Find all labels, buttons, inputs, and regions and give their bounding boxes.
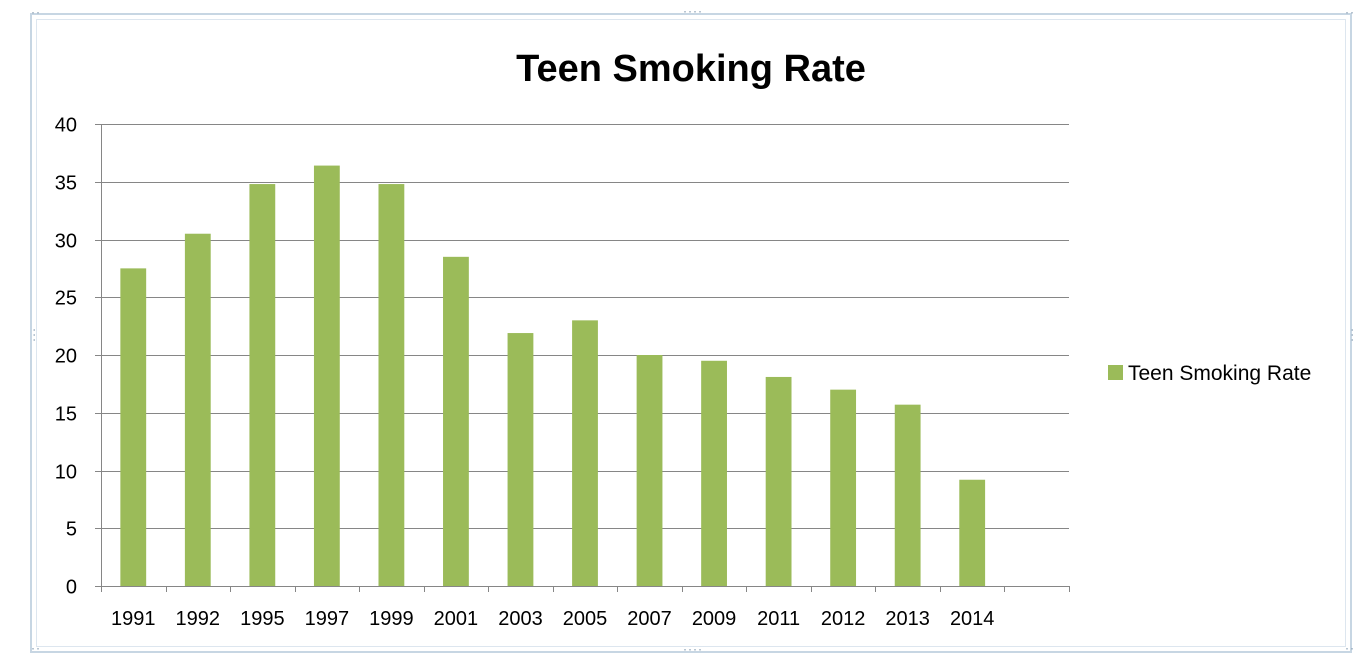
bar xyxy=(313,165,340,586)
x-tick-label: 2011 xyxy=(757,608,800,630)
resize-handle-right-icon[interactable]: ··· xyxy=(1346,327,1357,343)
y-tick-label: 25 xyxy=(55,288,77,310)
axes xyxy=(95,124,1070,592)
x-tick-label: 1997 xyxy=(305,608,350,630)
legend-label: Teen Smoking Rate xyxy=(1128,362,1311,385)
y-tick-label: 5 xyxy=(66,519,77,541)
x-tick-label: 1999 xyxy=(369,608,414,630)
x-tick-label: 2003 xyxy=(498,608,543,630)
resize-handle-bottom-right-icon[interactable]: ·· xyxy=(1344,644,1355,655)
bar xyxy=(701,360,727,586)
x-tick-label: 2001 xyxy=(434,608,479,630)
bar xyxy=(959,479,986,586)
bar xyxy=(443,256,469,586)
resize-handle-top-right-icon[interactable]: ·· xyxy=(1344,8,1355,19)
x-tick-label: 2007 xyxy=(627,608,672,630)
chart-title: Teen Smoking Rate xyxy=(516,48,866,90)
legend-swatch-icon xyxy=(1108,365,1123,380)
y-tick-label: 20 xyxy=(55,346,77,368)
bars xyxy=(120,165,986,586)
x-tick-label: 2014 xyxy=(950,608,995,630)
resize-handle-bottom-icon[interactable]: ···· xyxy=(682,645,703,656)
y-tick-label: 35 xyxy=(55,173,77,195)
resize-handle-bottom-left-icon[interactable]: ·· xyxy=(30,644,41,655)
bar xyxy=(249,184,276,586)
bar xyxy=(120,268,147,586)
x-tick-label: 2013 xyxy=(885,608,930,630)
chart-area xyxy=(36,19,1346,647)
x-tick-label: 2012 xyxy=(821,608,866,630)
x-tick-label: 2009 xyxy=(692,608,737,630)
x-tick-label: 1991 xyxy=(111,608,156,630)
bar xyxy=(572,320,598,586)
bar xyxy=(507,333,534,586)
bar xyxy=(830,389,857,586)
resize-handle-left-icon[interactable]: ··· xyxy=(28,327,39,343)
bar xyxy=(184,233,211,586)
y-tick-label: 40 xyxy=(55,115,77,137)
y-tick-label: 15 xyxy=(55,404,77,426)
legend[interactable]: Teen Smoking Rate xyxy=(1108,362,1311,385)
x-tick-label: 1995 xyxy=(240,608,285,630)
bar xyxy=(765,376,792,586)
y-tick-label: 0 xyxy=(66,577,77,599)
resize-handle-top-icon[interactable]: ···· xyxy=(682,7,703,18)
bar xyxy=(378,184,405,586)
y-tick-label: 10 xyxy=(55,462,77,484)
x-tick-labels: 1991 1992 1995 1997 1999 2001 2003 2005 2007 2009… xyxy=(111,608,994,630)
bar xyxy=(894,404,921,586)
y-tick-label: 30 xyxy=(55,231,77,253)
resize-handle-top-left-icon[interactable]: ·· xyxy=(30,8,41,19)
bar xyxy=(636,355,663,586)
x-tick-label: 2005 xyxy=(563,608,608,630)
x-tick-label: 1992 xyxy=(176,608,221,630)
y-tick-labels: 0 5 10 15 20 25 30 35 40 xyxy=(55,115,77,599)
